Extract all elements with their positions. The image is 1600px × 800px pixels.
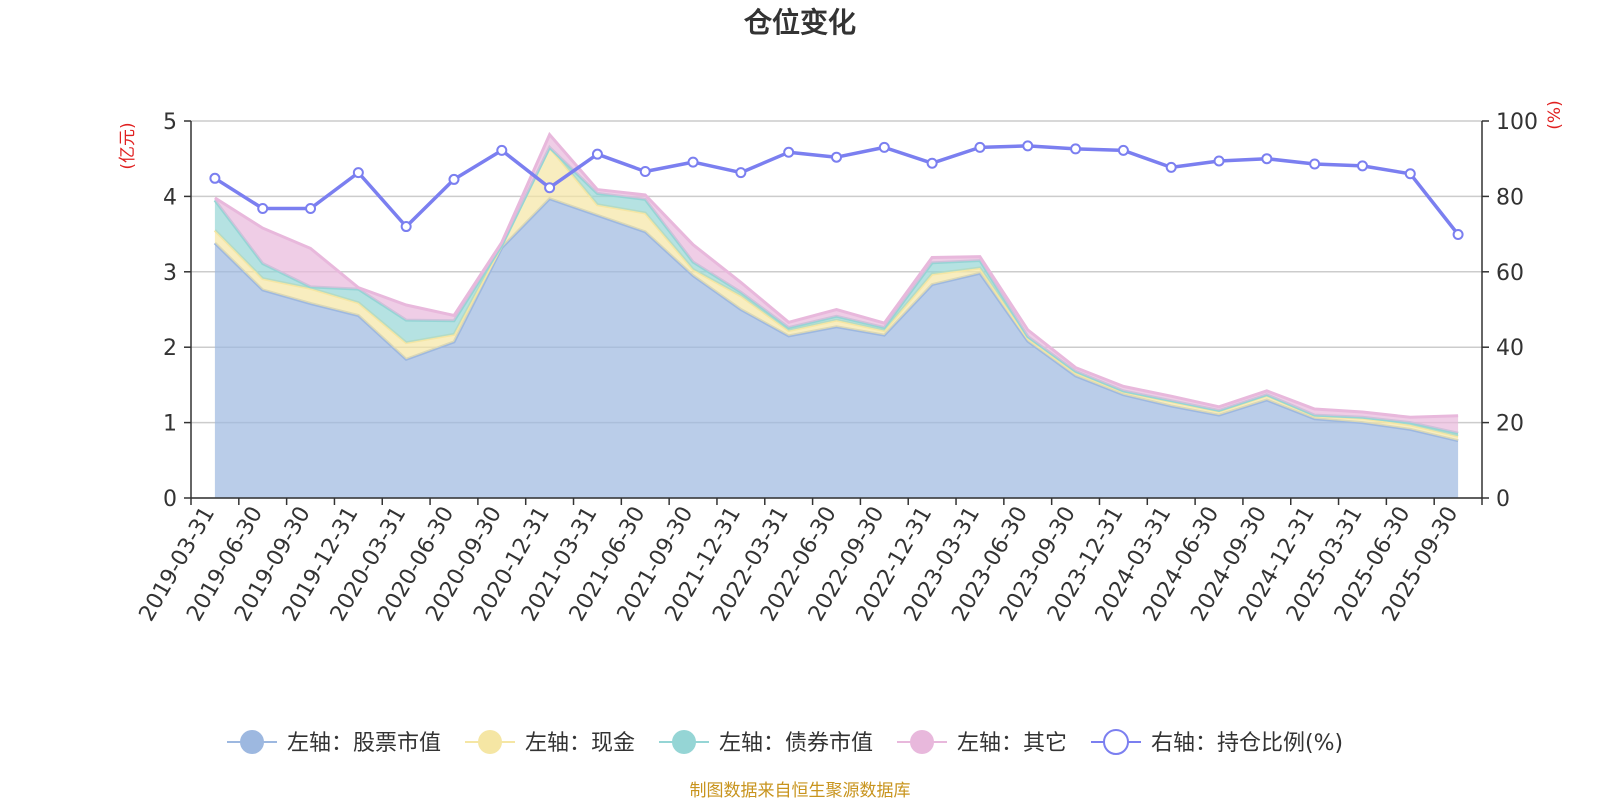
- ratio-point: [400, 221, 412, 233]
- ratio-point: [1070, 143, 1082, 155]
- ratio-point: [1117, 144, 1129, 156]
- ratio-point: [1022, 140, 1034, 152]
- ratio-point: [926, 157, 938, 169]
- right-axis-tick-label: 20: [1496, 412, 1524, 437]
- right-axis-tick-label: 0: [1496, 487, 1510, 512]
- right-axis-tick-label: 60: [1496, 261, 1524, 286]
- legend-item[interactable]: 左轴：现金: [465, 730, 635, 756]
- area-3-edge: [214, 131, 1459, 419]
- chart-title: 仓位变化: [744, 6, 856, 39]
- left-axis-tick-label: 5: [163, 110, 177, 135]
- ratio-point: [544, 182, 556, 194]
- legend-marker-icon: [478, 730, 502, 754]
- ratio-point: [305, 202, 317, 214]
- ratio-line-series: [209, 140, 1464, 240]
- left-axis-tick-label: 1: [163, 412, 177, 437]
- area-1: [214, 147, 1459, 441]
- legend-label: 左轴：现金: [525, 731, 635, 756]
- left-axis-unit: (亿元): [118, 122, 138, 169]
- legend-item[interactable]: 左轴：股票市值: [227, 730, 441, 756]
- legend-label: 左轴：股票市值: [287, 731, 441, 756]
- ratio-point: [639, 166, 651, 178]
- ratio-point: [591, 148, 603, 160]
- left-axis-tick-label: 3: [163, 261, 177, 286]
- ratio-point: [1261, 153, 1273, 165]
- legend-item[interactable]: 右轴：持仓比例(%): [1091, 729, 1343, 756]
- ratio-point: [209, 172, 221, 184]
- right-axis-tick-label: 40: [1496, 336, 1524, 361]
- ratio-point: [1452, 228, 1464, 240]
- ratio-point: [448, 173, 460, 185]
- ratio-point: [1213, 155, 1225, 167]
- legend: 左轴：股票市值 左轴：现金 左轴：债券市值 左轴：其它 右轴：持仓比例(%): [227, 729, 1343, 756]
- right-axis-tick-label: 100: [1496, 110, 1538, 135]
- right-axis-unit: (%): [1545, 100, 1565, 129]
- ratio-point: [1404, 168, 1416, 180]
- legend-item[interactable]: 左轴：债券市值: [659, 730, 873, 756]
- legend-marker-icon: [240, 730, 264, 754]
- ratio-point: [735, 167, 747, 179]
- ratio-point: [783, 146, 795, 158]
- stacked-areas: [213, 131, 1459, 498]
- left-axis-tick-label: 0: [163, 487, 177, 512]
- area-0: [214, 198, 1459, 498]
- legend-marker-icon: [910, 730, 934, 754]
- ratio-point: [496, 144, 508, 156]
- legend-label: 左轴：其它: [957, 731, 1067, 756]
- legend-marker-icon: [1103, 729, 1129, 755]
- ratio-point: [1356, 160, 1368, 172]
- ratio-point: [1165, 161, 1177, 173]
- ratio-point: [257, 202, 269, 214]
- legend-label: 右轴：持仓比例(%): [1151, 731, 1343, 756]
- legend-item[interactable]: 左轴：其它: [897, 730, 1067, 756]
- left-axis-tick-label: 2: [163, 336, 177, 361]
- right-axis-tick-label: 80: [1496, 185, 1524, 210]
- ratio-point: [687, 156, 699, 168]
- legend-marker-icon: [672, 730, 696, 754]
- legend-label: 左轴：债券市值: [719, 731, 873, 756]
- ratio-point: [1309, 158, 1321, 170]
- ratio-point: [878, 141, 890, 153]
- left-axis-tick-label: 4: [163, 185, 177, 210]
- data-source-note: 制图数据来自恒生聚源数据库: [690, 781, 911, 800]
- ratio-point: [974, 141, 986, 153]
- ratio-point: [352, 167, 364, 179]
- ratio-point: [831, 151, 842, 163]
